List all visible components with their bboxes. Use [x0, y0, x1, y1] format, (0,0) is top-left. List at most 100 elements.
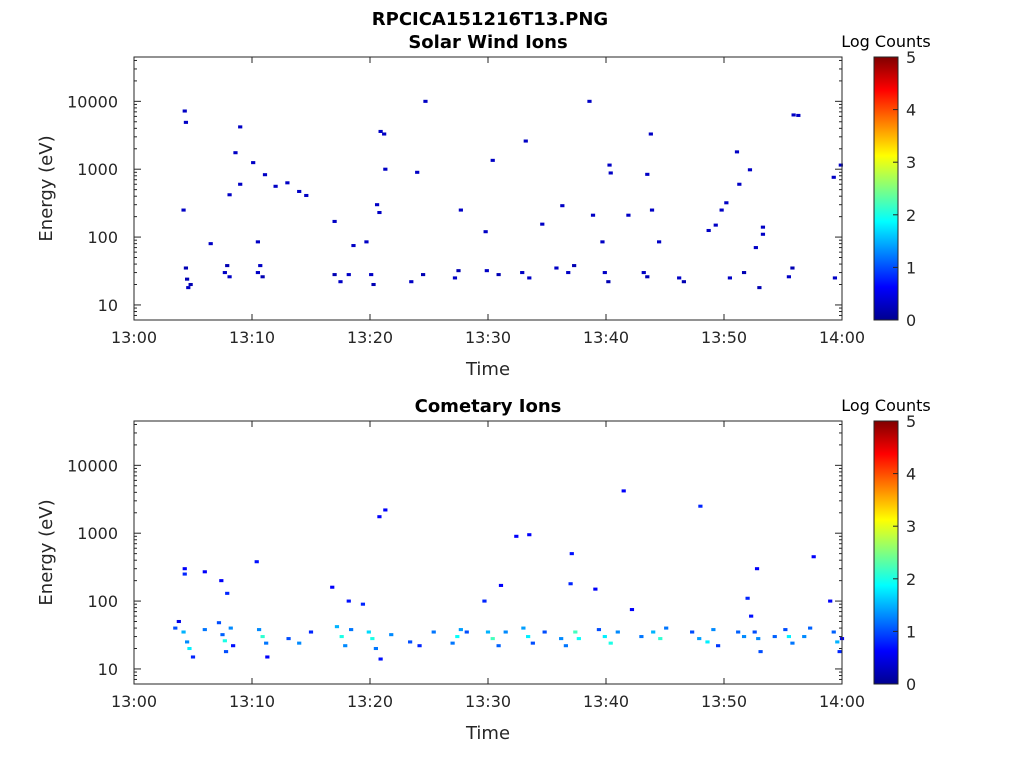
heatmap-cell	[373, 646, 378, 651]
heatmap-cell	[382, 132, 387, 136]
x-tick-label: 13:00	[111, 328, 157, 347]
heatmap-cell	[484, 269, 489, 273]
heatmap-cell	[651, 630, 656, 634]
heatmap-cell	[222, 639, 227, 643]
colorbar-tick-label: 0	[906, 311, 916, 330]
heatmap-cell	[455, 635, 460, 639]
y-tick-label: 10000	[67, 92, 118, 111]
heatmap-cell	[569, 552, 574, 556]
heatmap-cell	[231, 644, 236, 648]
colorbar-tick-label: 1	[906, 622, 916, 641]
heatmap-cell	[783, 628, 788, 632]
heatmap-cell	[736, 630, 741, 634]
colorbar-tick-label: 4	[906, 101, 916, 120]
heatmap-cell	[216, 621, 222, 625]
heatmap-cell	[690, 630, 695, 634]
heatmap-cell	[734, 150, 740, 154]
heatmap-cell	[808, 626, 813, 630]
heatmap-cell	[758, 650, 763, 654]
heatmap-cell	[645, 275, 650, 279]
colorbar-label: Log Counts	[841, 396, 931, 415]
heatmap-cell	[563, 644, 568, 648]
heatmap-cell	[458, 208, 463, 212]
heatmap-cell	[664, 626, 669, 630]
heatmap-cell	[602, 635, 607, 639]
heatmap-cell	[286, 637, 291, 641]
heatmap-cell	[452, 276, 458, 280]
heatmap-cell	[415, 170, 420, 174]
heatmap-cell	[838, 163, 843, 167]
heatmap-cell	[334, 625, 340, 629]
heatmap-cell	[351, 244, 356, 248]
heatmap-cell	[496, 273, 501, 277]
x-axis-label: Time	[465, 723, 510, 744]
heatmap-cell	[408, 640, 413, 644]
y-tick-label: 100	[87, 228, 118, 247]
heatmap-cells	[181, 99, 843, 290]
heatmap-cell	[225, 264, 230, 268]
heatmap-cell	[520, 271, 525, 275]
colorbar-tick-label: 1	[906, 258, 916, 277]
heatmap-cell	[514, 534, 519, 538]
heatmap-cell	[657, 240, 662, 244]
y-tick-label: 100	[87, 592, 118, 611]
heatmap-cell	[719, 208, 724, 212]
colorbar: Log Counts 0 1 2 3 4 5	[841, 32, 931, 330]
heatmap-cell	[648, 132, 653, 136]
x-tick-label: 13:10	[229, 328, 275, 347]
heatmap-cell	[378, 129, 383, 133]
heatmap-cell	[757, 286, 762, 290]
heatmap-cell	[450, 641, 455, 645]
heatmap-cell	[626, 213, 631, 217]
heatmap-cell	[802, 635, 807, 639]
heatmap-cell	[332, 273, 337, 277]
x-tick-label: 14:00	[819, 692, 865, 711]
heatmap-cell	[202, 570, 207, 574]
colorbar-tick-label: 3	[906, 517, 916, 536]
x-tick-label: 13:20	[347, 692, 393, 711]
x-tick-label: 13:00	[111, 692, 157, 711]
heatmap-cell	[760, 225, 766, 229]
heatmap-cell	[526, 635, 531, 639]
heatmap-cell	[716, 644, 721, 648]
heatmap-cell	[225, 591, 230, 595]
colorbar-gradient	[873, 56, 899, 321]
heatmap-cell	[338, 280, 343, 284]
heatmap-cell	[741, 271, 747, 275]
heatmap-cell	[183, 120, 189, 124]
heatmap-cell	[496, 644, 501, 648]
heatmap-cell	[498, 583, 504, 587]
colorbar-tick-label: 3	[906, 153, 916, 172]
heatmap-cell	[258, 264, 263, 268]
heatmap-cell	[621, 489, 626, 493]
panel-title: Cometary Ions	[415, 396, 562, 417]
heatmap-cell	[185, 640, 190, 644]
heatmap-cell	[265, 655, 270, 659]
heatmap-cell	[227, 275, 232, 279]
heatmap-cell	[737, 182, 742, 186]
colorbar-tick-label: 5	[906, 412, 916, 431]
y-axis-label: Energy (eV)	[36, 135, 57, 241]
heatmap-cell	[756, 637, 761, 641]
y-tick-label: 1000	[77, 524, 118, 543]
heatmap-cell	[346, 599, 351, 603]
heatmap-cell	[606, 280, 611, 284]
x-tick-label: 13:50	[701, 328, 747, 347]
heatmap-cell	[297, 189, 302, 193]
heatmap-cell	[602, 271, 607, 275]
heatmap-cell	[332, 219, 337, 223]
heatmap-cell	[285, 181, 290, 185]
heatmap-cell	[560, 204, 565, 208]
heatmap-cell	[255, 240, 260, 244]
x-tick-label: 13:40	[583, 692, 629, 711]
heatmap-cell	[760, 232, 766, 236]
heatmap-cell	[202, 628, 207, 632]
heatmap-cell	[371, 282, 376, 287]
heatmap-cell	[238, 182, 243, 186]
heatmap-cell	[421, 273, 426, 277]
heatmap-cell	[608, 171, 613, 175]
colorbar-tick-label: 5	[906, 48, 916, 67]
heatmap-cell	[188, 282, 193, 287]
heatmap-cell	[482, 599, 487, 603]
